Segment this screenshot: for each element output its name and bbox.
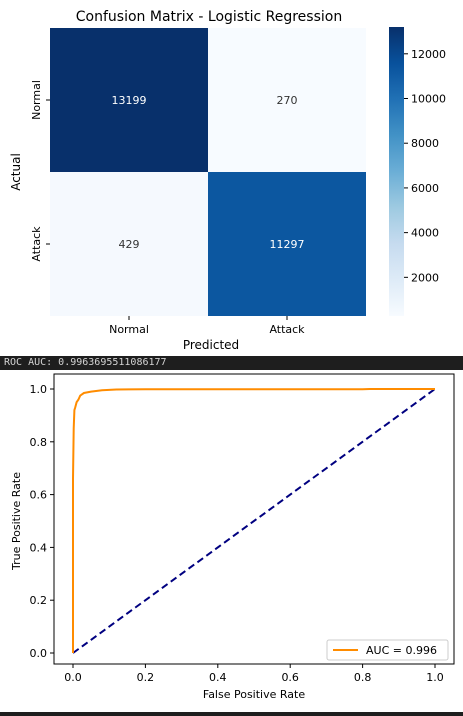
colorbar-tick-label: 8000	[411, 137, 439, 150]
y-tick-label: 0.4	[30, 541, 48, 554]
y-tick-label: 1.0	[30, 383, 48, 396]
y-axis-label: True Positive Rate	[10, 472, 23, 571]
heatmap-cell	[50, 172, 208, 316]
diagonal-reference-line	[72, 388, 436, 654]
legend-box	[326, 639, 449, 661]
cell-value-label: 270	[277, 94, 298, 107]
cell-value-label: 11297	[270, 238, 305, 251]
roc-curve-panel: 0.0 0.2 0.4 0.6 0.8 1.0 0.0 0.2 0.4 0.6 0.8 1.0 Fal…	[0, 370, 463, 712]
x-tick-label: Attack	[269, 323, 305, 336]
y-tick-label: 0.6	[30, 489, 48, 502]
console-output: ROC AUC: 0.9963695511086177	[0, 356, 463, 370]
legend: AUC = 0.996	[326, 639, 449, 661]
x-tick-label: 0.6	[281, 671, 299, 684]
y-tick-label: Attack	[30, 226, 43, 262]
confusion-matrix-panel: Confusion Matrix - Logistic Regression 1…	[0, 0, 463, 356]
x-tick-label: Normal	[109, 323, 149, 336]
x-tick-label: 0.2	[137, 671, 155, 684]
heatmap-cell	[208, 28, 366, 172]
x-axis-label: Predicted	[183, 338, 239, 352]
colorbar-tick-label: 2000	[411, 271, 439, 284]
x-axis-label: False Positive Rate	[203, 688, 305, 701]
y-tick-label: Normal	[30, 80, 43, 120]
x-tick-label: 0.0	[64, 671, 82, 684]
y-tick-label: 0.8	[30, 436, 48, 449]
heatmap-cell	[50, 28, 208, 172]
colorbar-tick-label: 4000	[411, 227, 439, 240]
heatmap-cell	[208, 172, 366, 316]
roc-curve-line	[72, 388, 435, 653]
legend-label: AUC = 0.996	[366, 644, 437, 657]
colorbar-tick-label: 6000	[411, 182, 439, 195]
x-tick-label: 0.4	[209, 671, 227, 684]
y-tick-label: 0.0	[30, 647, 48, 660]
y-axis-label: Actual	[9, 153, 23, 191]
roc-curve-chart: 0.0 0.2 0.4 0.6 0.8 1.0 0.0 0.2 0.4 0.6 0.8 1.0 Fal…	[10, 373, 455, 701]
colorbar-tick-label: 12000	[411, 48, 446, 61]
colorbar	[389, 27, 404, 316]
plot-frame	[53, 373, 455, 665]
y-tick-label: 0.2	[30, 594, 48, 607]
x-tick-label: 0.8	[354, 671, 372, 684]
cell-value-label: 429	[119, 238, 140, 251]
chart-title: Confusion Matrix - Logistic Regression	[76, 9, 342, 25]
confusion-matrix-chart: Confusion Matrix - Logistic Regression 1…	[9, 9, 446, 352]
x-tick-label: 1.0	[426, 671, 444, 684]
colorbar-tick-label: 10000	[411, 93, 446, 106]
cell-value-label: 13199	[112, 94, 147, 107]
